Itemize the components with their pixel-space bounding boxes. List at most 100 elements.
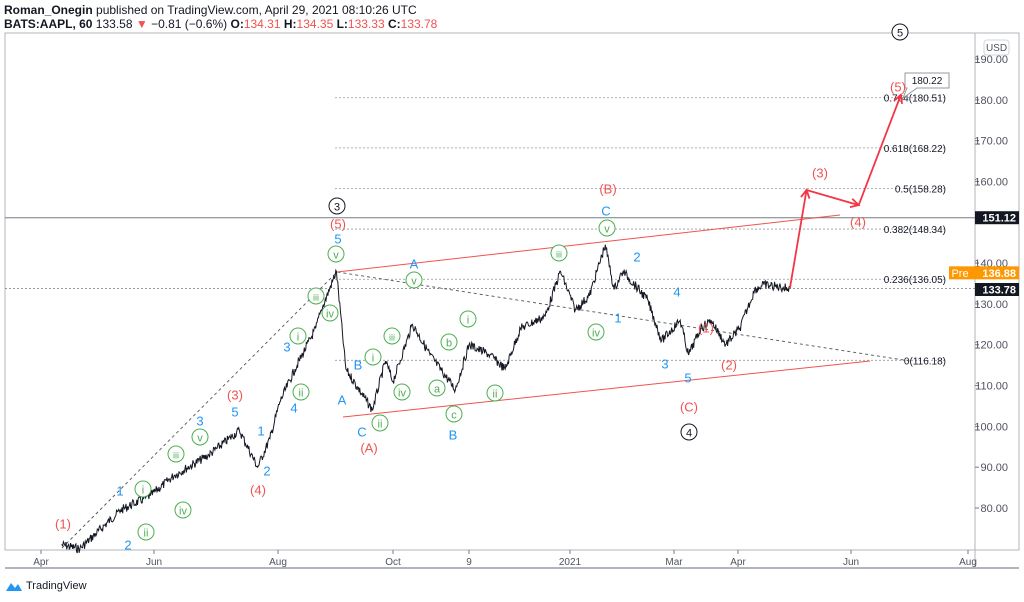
wave-label: ii: [486, 384, 504, 402]
wave-label: 2: [633, 250, 640, 265]
wave-label-text: (3): [227, 388, 243, 403]
y-tick-label: 120.00: [974, 340, 1008, 352]
price-tag-133.78: 133.78: [975, 282, 1019, 296]
y-tick-label: 130.00: [974, 299, 1008, 311]
wave-label-circle: [891, 23, 909, 41]
projection-price-callout: 180.22: [901, 72, 950, 100]
wave-label: v: [191, 428, 209, 446]
wave-label-text: iv: [326, 309, 334, 321]
wave-label: 5: [684, 371, 691, 386]
wave-label-circle: [327, 245, 345, 263]
wave-label-text: 2: [633, 250, 640, 265]
wave-label: iii: [167, 445, 185, 463]
wave-label: v: [598, 219, 616, 237]
x-tick-label: 9: [466, 557, 472, 568]
wave-label: i: [289, 327, 307, 345]
wave-label: i: [364, 348, 382, 366]
wave-label: 3: [196, 414, 203, 429]
currency-box: [983, 39, 1010, 56]
wave-label: iii: [550, 244, 568, 262]
wave-label-text: (5): [330, 217, 346, 232]
wave-label-circle: [459, 310, 477, 328]
wave-label-text: A: [410, 257, 419, 272]
x-tick-label: Apr: [33, 557, 49, 568]
dashed-trend-lines: [61, 271, 911, 549]
wave-label-circle: [191, 428, 209, 446]
lower-channel-line: [342, 360, 871, 418]
close-label: C:: [387, 17, 401, 31]
wave-label-text: iii: [313, 293, 319, 303]
wave-label-text: v: [604, 224, 610, 236]
wave-label-text: (A): [360, 441, 377, 456]
wave-label: (1): [698, 321, 714, 336]
wave-label-text: 5: [334, 232, 341, 247]
wave-label-text: 3: [661, 357, 668, 372]
wave-label-text: iii: [173, 451, 179, 461]
wave-label-text: ii: [299, 388, 304, 400]
wave-label-text: (1): [55, 517, 71, 532]
tradingview-logo[interactable]: TradingView: [5, 580, 87, 592]
publish-info: Roman_Onegin published on TradingView.co…: [4, 3, 417, 17]
x-tick-label: Aug: [959, 557, 977, 568]
wave-label: iii: [383, 327, 401, 345]
close-value: 133.78: [400, 17, 438, 31]
x-tick-label: Jun: [843, 557, 859, 568]
wave-label: 4: [680, 423, 698, 441]
x-tick-label: Mar: [665, 557, 683, 568]
symbol-name: BATS:AAPL, 60: [4, 17, 93, 31]
wave-label-circle: [445, 405, 463, 423]
price-tag-136.88: Pre 136.88: [949, 266, 1019, 280]
wave-label: i: [134, 480, 152, 498]
projection-arrowhead-icon: [849, 198, 861, 208]
price-change: −0.81 (−0.6%): [151, 17, 228, 31]
wave-label: C: [601, 204, 610, 219]
wave-label-circle: [486, 384, 504, 402]
open-value: 134.31: [243, 17, 281, 31]
wave-label: 3: [328, 197, 346, 215]
fib-level-label: 0.236(136.05): [884, 275, 946, 286]
wave-label: v: [327, 245, 345, 263]
wave-label-circle: [440, 333, 458, 351]
wave-label: 5: [334, 232, 341, 247]
wave-label-circle: [174, 501, 192, 519]
wave-label: iii: [307, 287, 325, 305]
wave-label-text: c: [451, 410, 457, 422]
wave-label-text: B: [449, 428, 458, 443]
wave-label: (3): [227, 388, 243, 403]
wave-label-text: 1: [257, 424, 264, 439]
wave-label: B: [354, 358, 363, 373]
wave-label: (B): [599, 182, 616, 197]
wave-label-text: (4): [250, 483, 266, 498]
wave-label: (A): [360, 441, 377, 456]
wave-label: iv: [321, 304, 339, 322]
wave-label: 3: [661, 357, 668, 372]
tradingview-brand: TradingView: [26, 580, 87, 592]
fib-level-label: 0(116.18): [904, 356, 946, 367]
wave-label-text: iv: [179, 506, 187, 518]
y-tick-label: 100.00: [974, 421, 1008, 433]
wave-label-text: i: [142, 485, 144, 497]
y-tick-label: 180.00: [974, 95, 1008, 107]
wave-label-text: ii: [144, 528, 149, 540]
wave-label-circle: [134, 480, 152, 498]
wave-label: 2: [263, 464, 270, 479]
wave-label-text: iv: [398, 388, 406, 400]
wave-label-text: i: [372, 353, 374, 365]
wave-label-circle: [321, 304, 339, 322]
x-tick-label: Oct: [385, 557, 401, 568]
upper-channel-line: [336, 214, 841, 273]
wave-label-text: 1: [116, 484, 123, 499]
wave-label: iv: [393, 383, 411, 401]
price-tag-label: 133.78: [982, 284, 1016, 296]
wave-label: iv: [587, 323, 605, 341]
y-tick-label: 80.00: [980, 503, 1008, 515]
wave-label-text: (B): [599, 182, 616, 197]
wave-label-text: i: [467, 315, 469, 327]
author-name[interactable]: Roman_Onegin: [4, 3, 93, 17]
open-label: O:: [230, 17, 244, 31]
wave-label: B: [449, 428, 458, 443]
price-tag-label: 151.12: [982, 213, 1016, 225]
wave-label: 4: [673, 285, 680, 300]
wave-label: i: [459, 310, 477, 328]
